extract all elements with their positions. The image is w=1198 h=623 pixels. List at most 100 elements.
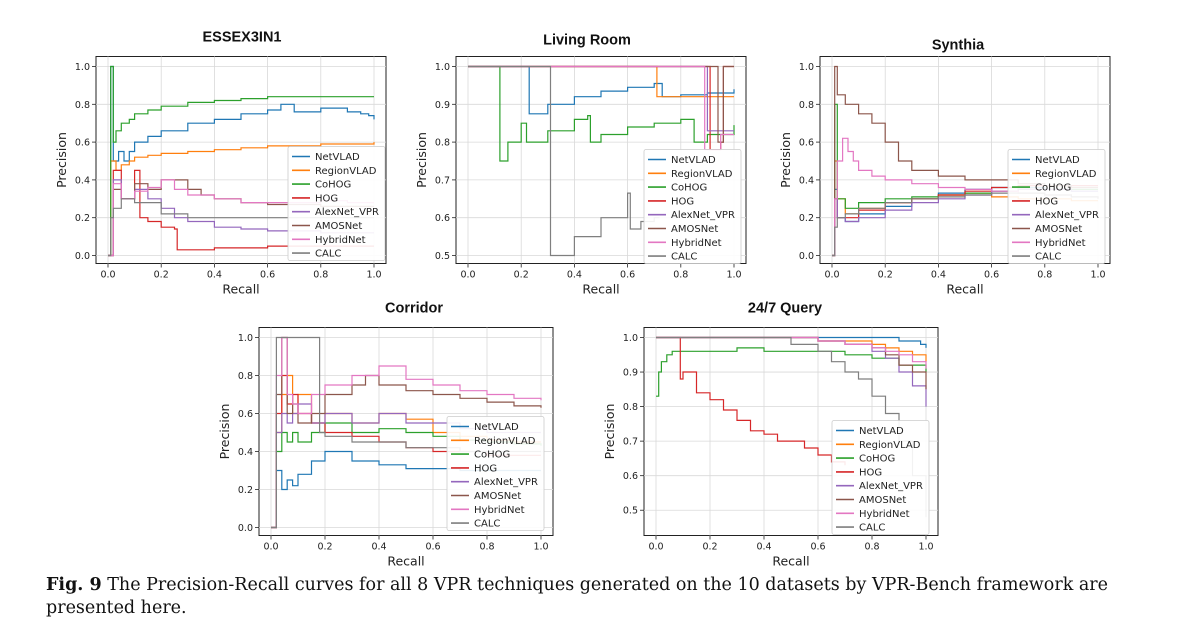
x-axis-label: Recall (387, 554, 424, 569)
x-tick-label: 0.2 (702, 542, 717, 553)
y-tick-label: 0.6 (435, 213, 450, 224)
x-tick-label: 0.8 (479, 542, 494, 553)
x-tick-label: 0.4 (931, 270, 946, 281)
x-tick-label: 0.2 (514, 270, 529, 281)
series-line-netvlad (108, 65, 375, 257)
y-tick-label: 0.4 (75, 175, 90, 186)
series-line-hog (656, 336, 846, 466)
y-tick-label: 1.0 (435, 62, 450, 73)
y-tick-label: 0.8 (623, 402, 638, 413)
legend-entry: HybridNet (474, 505, 525, 516)
legend-entry: NetVLAD (671, 155, 716, 166)
y-tick-label: 1.0 (799, 62, 814, 73)
legend-entry: NetVLAD (315, 152, 360, 163)
x-tick-label: 1.0 (918, 542, 933, 553)
legend: NetVLAD RegionVLAD CoHOG HOG AlexNet_VPR AMOS… (1007, 149, 1106, 264)
legend-entry: NetVLAD (474, 422, 519, 433)
legend-entry: HOG (859, 467, 882, 478)
legend-entry: HOG (315, 193, 338, 204)
x-tick-label: 0.4 (567, 270, 582, 281)
x-tick-label: 0.2 (317, 542, 332, 553)
y-tick-label: 1.0 (623, 333, 638, 344)
y-tick-label: 1.0 (75, 62, 90, 73)
x-tick-label: 0.8 (313, 270, 328, 281)
x-tick-label: 0.0 (263, 542, 278, 553)
x-tick-label: 0.2 (878, 270, 893, 281)
series-line-hog (271, 374, 541, 529)
x-tick-label: 1.0 (726, 270, 741, 281)
series-line-netvlad (468, 65, 735, 115)
legend-box (287, 146, 386, 261)
chart-title: Synthia (932, 38, 985, 54)
caption-figure-label: Fig. 9 (46, 575, 102, 595)
y-tick-label: 0.2 (75, 213, 90, 224)
y-tick-label: 0.6 (623, 471, 638, 482)
y-tick-label: 0.0 (799, 251, 814, 262)
x-tick-label: 1.0 (1090, 270, 1105, 281)
series-line-calc (108, 198, 374, 257)
x-tick-label: 1.0 (366, 270, 381, 281)
caption-text: The Precision-Recall curves for all 8 VP… (46, 575, 1109, 618)
series-line-cohog (108, 65, 374, 257)
y-axis-label: Precision (778, 132, 793, 188)
figure-caption: Fig. 9 The Precision-Recall curves for a… (46, 574, 1171, 620)
x-tick-label: 0.6 (620, 270, 635, 281)
chart-1: Living Room 0.0 0.2 0.4 0.6 0.8 1.0 0.5 0.6 0.7 0.… (414, 33, 747, 297)
chart-2: Synthia 0.0 0.2 0.4 0.6 0.8 1.0 0.0 0.2 0.4 0.6 0.8… (778, 38, 1111, 297)
chart-0: ESSEX3IN1 0.0 0.2 0.4 0.6 0.8 1.0 0.0 0.2 0.4 0.6 0… (54, 30, 387, 297)
chart-title: Living Room (543, 33, 631, 49)
legend-entry: HybridNet (859, 509, 910, 520)
y-tick-label: 0.8 (75, 100, 90, 111)
legend-entry: HybridNet (315, 235, 366, 246)
legend-entry: CALC (315, 249, 341, 260)
legend-entry: AMOSNet (671, 224, 718, 235)
y-tick-label: 0.5 (623, 506, 638, 517)
series-line-calc (271, 336, 541, 529)
legend-box (446, 416, 545, 531)
legend-box (1007, 149, 1106, 264)
x-tick-label: 0.6 (260, 270, 275, 281)
y-tick-label: 0.0 (75, 251, 90, 262)
legend-entry: AlexNet_VPR (859, 481, 923, 492)
x-tick-label: 1.0 (533, 542, 548, 553)
legend-entry: RegionVLAD (315, 166, 377, 177)
chart-4: 24/7 Query 0.0 0.2 0.4 0.6 0.8 1.0 0.5 0.6 0.7 0.8… (602, 301, 939, 569)
x-tick-label: 0.6 (984, 270, 999, 281)
legend-entry: AMOSNet (859, 495, 906, 506)
x-tick-label: 0.8 (673, 270, 688, 281)
series-line-amosnet (468, 65, 734, 143)
legend-entry: AlexNet_VPR (315, 207, 379, 218)
x-tick-label: 0.6 (810, 542, 825, 553)
legend-entry: RegionVLAD (1035, 169, 1097, 180)
y-tick-label: 0.6 (799, 138, 814, 149)
series-group (656, 336, 927, 518)
series-line-cohog (656, 347, 927, 397)
series-line-cohog (468, 65, 735, 162)
chart-title: ESSEX3IN1 (203, 30, 282, 46)
legend-entry: CoHOG (859, 454, 895, 465)
legend-entry: AlexNet_VPR (671, 210, 735, 221)
legend-entry: CoHOG (1035, 183, 1071, 194)
y-tick-label: 0.8 (435, 138, 450, 149)
y-tick-label: 0.6 (75, 138, 90, 149)
legend-box (831, 420, 930, 535)
legend-entry: HOG (1035, 196, 1058, 207)
y-tick-label: 0.2 (799, 213, 814, 224)
chart-title: 24/7 Query (748, 301, 822, 317)
legend: NetVLAD RegionVLAD CoHOG HOG AlexNet_VPR AMOS… (446, 416, 545, 531)
y-tick-label: 0.4 (238, 447, 253, 458)
legend-entry: HybridNet (1035, 238, 1086, 249)
legend-entry: AMOSNet (1035, 224, 1082, 235)
x-tick-label: 0.0 (460, 270, 475, 281)
y-tick-label: 0.2 (238, 485, 253, 496)
y-tick-label: 0.8 (238, 371, 253, 382)
chart-3: Corridor 0.0 0.2 0.4 0.6 0.8 1.0 0.0 0.2 0.4 0.6 0.… (217, 301, 554, 569)
legend-entry: AMOSNet (474, 491, 521, 502)
x-tick-label: 0.8 (864, 542, 879, 553)
y-axis-label: Precision (414, 132, 429, 188)
x-axis-label: Recall (772, 554, 809, 569)
legend-entry: HybridNet (671, 238, 722, 249)
y-axis-label: Precision (602, 404, 617, 460)
legend-entry: RegionVLAD (671, 169, 733, 180)
